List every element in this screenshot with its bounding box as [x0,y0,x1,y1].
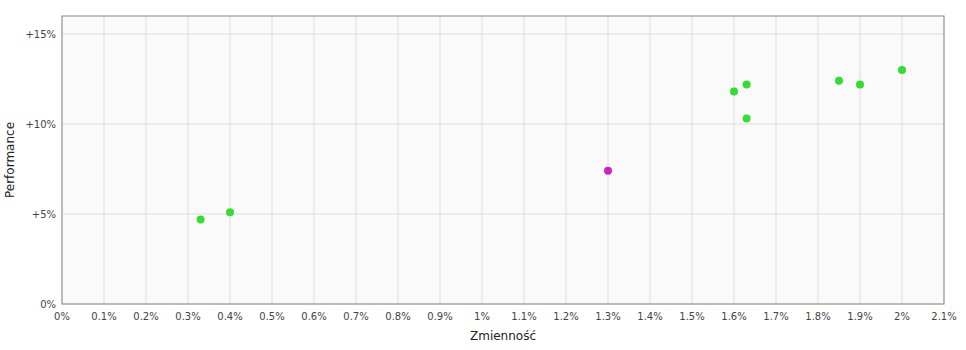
grid-line-x [818,16,819,304]
grid-line-x [776,16,777,304]
grid-line-y [62,124,944,125]
chart: 0% 0.1% 0.2% 0.3% 0.4% 0.5% 0.6% 0.7% 0.8% 0.9% 1%… [0,0,966,350]
grid-line-x [650,16,651,304]
grid-line-x [902,16,903,304]
grid [62,16,944,304]
x-tick-label: 0.7% [343,311,368,322]
x-axis-label: Zmienność [470,329,536,343]
point [197,215,205,223]
x-tick-label: 1.3% [595,311,620,322]
x-tick-label: 1.1% [511,311,536,322]
point [835,77,843,85]
grid-line-x [692,16,693,304]
x-tick-label: 2.1% [931,311,956,322]
grid-line-x [566,16,567,304]
point [730,88,738,96]
x-tick-label: 0.9% [427,311,452,322]
y-tick-label: 0% [40,299,56,310]
x-tick-label: 0.1% [91,311,116,322]
grid-line-x [272,16,273,304]
grid-line-x [860,16,861,304]
x-tick-label: 1.9% [847,311,872,322]
x-tick-label: 1.4% [637,311,662,322]
tick-labels: 0% 0.1% 0.2% 0.3% 0.4% 0.5% 0.6% 0.7% 0.8% 0.9% 1%… [25,29,956,322]
points [197,66,906,223]
grid-line-x [524,16,525,304]
series [604,167,612,175]
x-tick-label: 1.2% [553,311,578,322]
x-tick-label: 1.5% [679,311,704,322]
y-axis-label: Performance [3,122,17,198]
y-tick-label: +5% [32,209,56,220]
x-tick-label: 0.2% [133,311,158,322]
x-tick-label: 1% [474,311,490,322]
grid-line-y [62,34,944,35]
x-tick-label: 0% [54,311,70,322]
x-tick-label: 1.6% [721,311,746,322]
plot-area [62,16,944,304]
series [197,66,906,223]
grid-line-x [608,16,609,304]
point [604,167,612,175]
point [898,66,906,74]
y-tick-label: +10% [25,119,56,130]
grid-line-x [104,16,105,304]
grid-line-x [734,16,735,304]
grid-line-y [62,214,944,215]
point [743,115,751,123]
point [743,80,751,88]
x-tick-label: 1.8% [805,311,830,322]
x-tick-label: 0.3% [175,311,200,322]
x-tick-label: 0.6% [301,311,326,322]
grid-line-x [356,16,357,304]
y-tick-label: +15% [25,29,56,40]
x-tick-label: 0.8% [385,311,410,322]
grid-line-x [188,16,189,304]
grid-line-x [230,16,231,304]
point [856,80,864,88]
point [226,208,234,216]
grid-line-x [482,16,483,304]
grid-line-x [314,16,315,304]
grid-line-x [440,16,441,304]
x-tick-label: 2% [894,311,910,322]
grid-line-x [398,16,399,304]
x-tick-label: 0.5% [259,311,284,322]
x-tick-label: 0.4% [217,311,242,322]
chart-container: 0% 0.1% 0.2% 0.3% 0.4% 0.5% 0.6% 0.7% 0.8% 0.9% 1%… [0,0,966,350]
x-tick-label: 1.7% [763,311,788,322]
plot-frame [62,16,944,304]
grid-line-x [146,16,147,304]
